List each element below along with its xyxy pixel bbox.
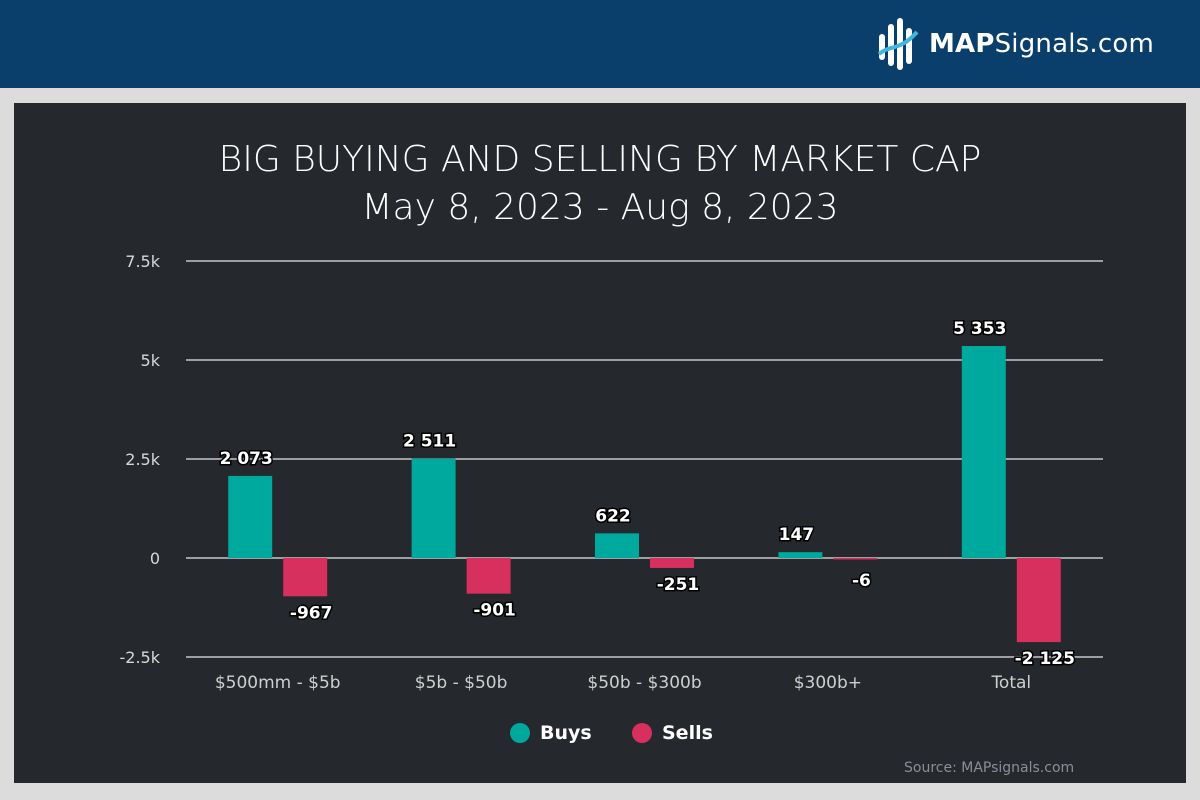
chart-legend: Buys Sells [0,722,1200,752]
mapsignals-logo: MAPSignals.com [877,14,1154,74]
sells-data-label: -6 [852,571,871,591]
sells-bar [466,558,511,594]
buys-data-label: 2 511 [403,432,456,452]
chart-title: BIG BUYING AND SELLING BY MARKET CAP May… [14,136,1186,232]
x-tick-label: $300b+ [794,673,862,693]
sells-bar [1016,558,1061,643]
x-tick-label: $5b - $50b [415,673,508,693]
logo-bars-icon [877,18,919,70]
sells-data-label: -967 [290,603,333,623]
legend-item-buys: Buys [510,722,592,744]
source-note: Source: MAPsignals.com [904,760,1075,776]
buys-bar [228,475,273,558]
logo-wordmark: MAPSignals.com [929,29,1154,59]
sells-bar [650,558,694,568]
buys-data-label: 2 073 [220,449,273,469]
buys-bar [778,552,823,558]
logo-wordmark-bold: MAP [928,29,995,59]
chart-title-line1: BIG BUYING AND SELLING BY MARKET CAP [218,139,982,180]
legend-swatch-sells [632,723,652,743]
logo-wordmark-rest: Signals.com [994,29,1154,59]
chart-subtitle: May 8, 2023 - Aug 8, 2023 [361,187,839,228]
legend-swatch-buys [510,723,530,743]
y-tick-label: -2.5k [120,648,161,667]
y-tick-label: 0 [150,549,160,568]
buys-data-label: 147 [779,525,815,545]
sells-bar [833,558,878,560]
buys-data-label: 622 [595,506,631,526]
buys-bar [961,346,1006,558]
x-tick-label: $500mm - $5b [215,673,341,693]
y-tick-label: 7.5k [125,252,160,271]
legend-label-buys: Buys [540,722,592,744]
y-tick-label: 2.5k [125,450,160,469]
sells-data-label: -2 125 [1015,649,1075,669]
sells-data-label: -901 [473,601,516,621]
buys-bar [411,458,456,558]
x-tick-label: $50b - $300b [587,673,701,693]
legend-label-sells: Sells [662,722,713,744]
header-bar: MAPSignals.com [0,0,1200,88]
sells-bar [283,558,328,597]
buys-bar [595,533,639,558]
y-tick-label: 5k [141,351,161,370]
sells-data-label: -251 [657,575,700,595]
legend-item-sells: Sells [632,722,713,744]
x-tick-label: Total [990,673,1031,693]
buys-data-label: 5 353 [953,319,1006,339]
